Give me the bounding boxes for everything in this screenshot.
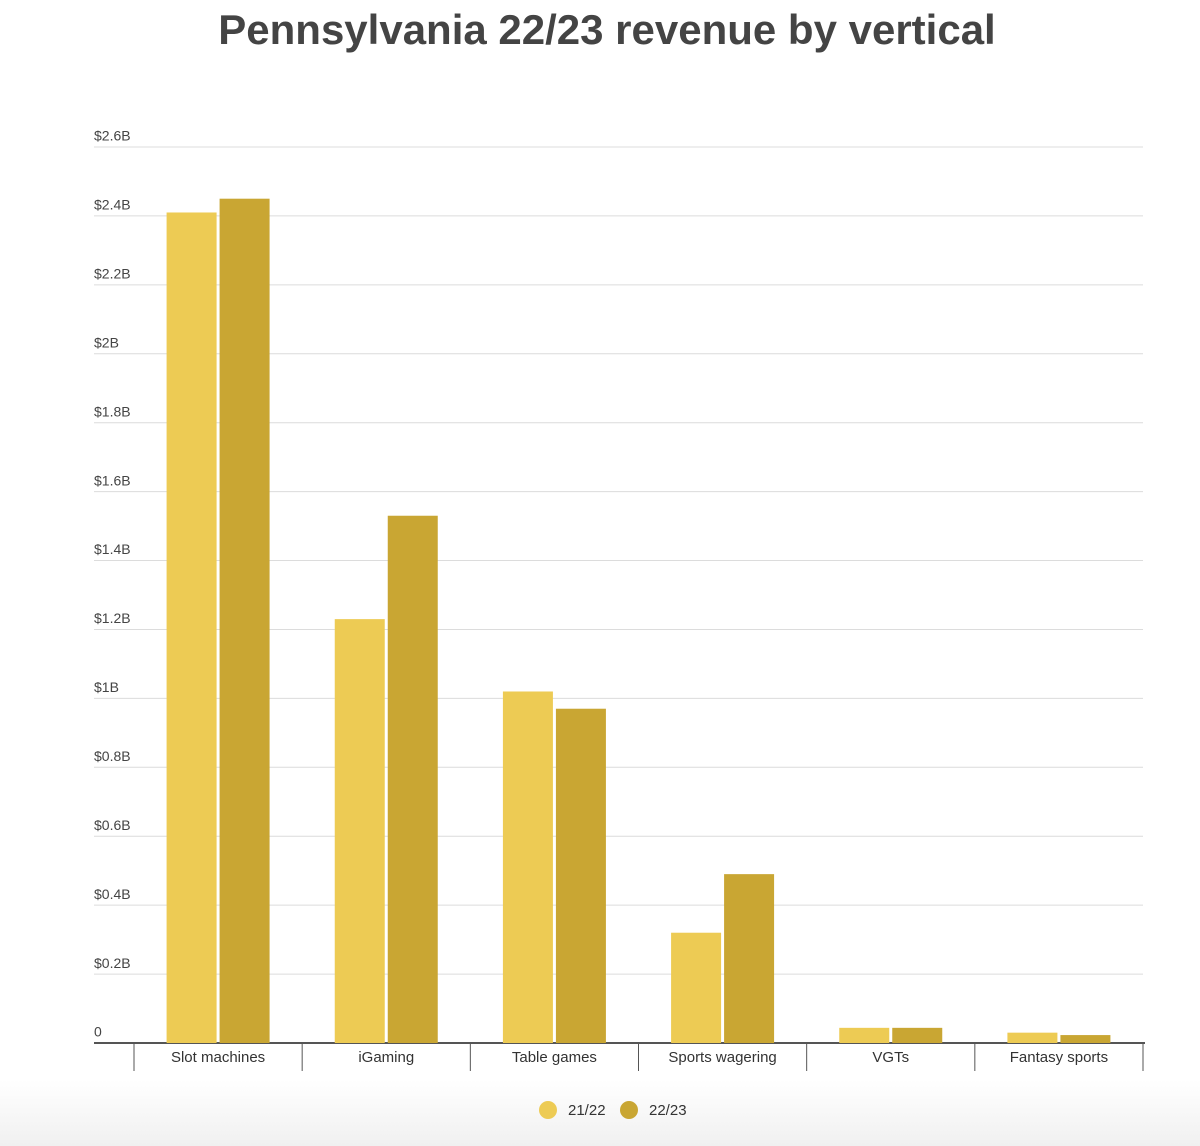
x-tick-label: Slot machines — [171, 1049, 265, 1066]
bar — [166, 212, 217, 1043]
bar — [724, 874, 775, 1043]
x-tick-label: Fantasy sports — [1010, 1049, 1108, 1066]
bar — [839, 1027, 890, 1043]
y-tick-label: $0.4B — [94, 886, 131, 902]
y-tick-label: $1B — [94, 679, 119, 695]
bar — [892, 1027, 943, 1043]
y-tick-label: $1.6B — [94, 472, 131, 488]
x-tick-label: iGaming — [358, 1049, 414, 1066]
bar — [219, 198, 270, 1043]
legend-swatch — [539, 1101, 557, 1119]
y-tick-label: $2.2B — [94, 266, 131, 282]
footer-band — [0, 1080, 1200, 1146]
y-tick-label: $2.4B — [94, 197, 131, 213]
legend-swatch — [620, 1101, 638, 1119]
bar — [555, 708, 606, 1043]
y-tick-label: $2B — [94, 334, 119, 350]
bar — [502, 691, 553, 1043]
bar — [1007, 1032, 1058, 1043]
y-tick-label: $0.6B — [94, 817, 131, 833]
bar — [387, 515, 438, 1043]
x-tick-label: Sports wagering — [668, 1049, 776, 1066]
bar — [334, 619, 385, 1043]
y-tick-label: $1.2B — [94, 610, 131, 626]
y-tick-label: $0.8B — [94, 748, 131, 764]
y-tick-label: $0.2B — [94, 955, 131, 971]
y-tick-label: $2.6B — [94, 128, 131, 144]
x-tick-label: VGTs — [872, 1049, 909, 1066]
y-tick-label: 0 — [94, 1024, 102, 1040]
y-tick-label: $1.8B — [94, 403, 131, 419]
legend-label: 22/23 — [649, 1102, 687, 1119]
bar — [1060, 1035, 1111, 1043]
y-tick-label: $1.4B — [94, 541, 131, 557]
legend-label: 21/22 — [568, 1102, 606, 1119]
bar — [671, 932, 722, 1043]
chart-title: Pennsylvania 22/23 revenue by vertical — [218, 6, 995, 53]
x-tick-label: Table games — [512, 1049, 597, 1066]
